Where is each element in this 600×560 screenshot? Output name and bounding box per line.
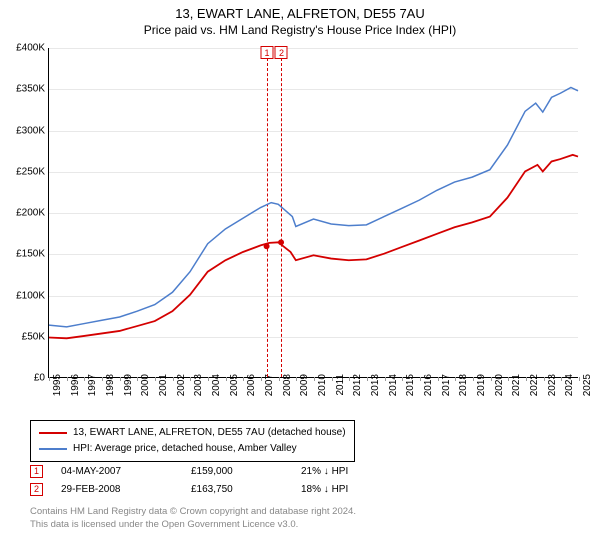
x-axis-label: 2013 [370,374,381,396]
x-axis-label: 2006 [246,374,257,396]
chart-title: 13, EWART LANE, ALFRETON, DE55 7AU [0,0,600,23]
x-axis-label: 2005 [229,374,240,396]
y-axis-label: £250K [5,166,45,177]
x-axis-label: 2011 [335,374,346,396]
x-axis-label: 2019 [476,374,487,396]
y-axis-label: £300K [5,125,45,136]
x-axis-label: 1999 [123,374,134,396]
x-axis-label: 2000 [140,374,151,396]
legend-label: 13, EWART LANE, ALFRETON, DE55 7AU (deta… [73,425,346,441]
y-axis-label: £350K [5,84,45,95]
x-axis-label: 2017 [441,374,452,396]
sale-price: £159,000 [191,466,301,477]
y-axis-label: £400K [5,43,45,54]
y-axis-label: £50K [5,331,45,342]
y-axis-label: £0 [5,373,45,384]
sale-marker-icon: 1 [30,465,43,478]
y-axis-label: £200K [5,208,45,219]
x-axis-label: 2021 [511,374,522,396]
sale-row: 1 04-MAY-2007£159,00021% ↓ HPI [30,462,401,480]
sale-point-dot [278,239,284,245]
x-axis-label: 2018 [458,374,469,396]
x-axis-label: 1996 [70,374,81,396]
x-axis-label: 2025 [582,374,593,396]
x-axis-label: 2023 [547,374,558,396]
legend-item: HPI: Average price, detached house, Ambe… [39,441,346,457]
x-axis-label: 2008 [282,374,293,396]
sale-hpi-diff: 18% ↓ HPI [301,484,401,495]
x-axis-label: 2007 [264,374,275,396]
x-axis-label: 1995 [52,374,63,396]
x-axis-label: 2024 [564,374,575,396]
x-axis-label: 1998 [105,374,116,396]
x-axis-label: 2014 [388,374,399,396]
chart-plot-area: £0£50K£100K£150K£200K£250K£300K£350K£400… [48,48,578,378]
sale-marker-icon: 2 [30,483,43,496]
legend-item: 13, EWART LANE, ALFRETON, DE55 7AU (deta… [39,425,346,441]
x-axis-label: 2016 [423,374,434,396]
footer-license: This data is licensed under the Open Gov… [30,519,356,532]
sale-date: 04-MAY-2007 [61,466,191,477]
chart-footer: Contains HM Land Registry data © Crown c… [30,506,356,532]
chart-legend: 13, EWART LANE, ALFRETON, DE55 7AU (deta… [30,420,355,462]
x-axis-label: 2010 [317,374,328,396]
y-axis-label: £100K [5,290,45,301]
sale-price: £163,750 [191,484,301,495]
sale-hpi-diff: 21% ↓ HPI [301,466,401,477]
x-axis-label: 2009 [299,374,310,396]
sale-date: 29-FEB-2008 [61,484,191,495]
sales-table: 1 04-MAY-2007£159,00021% ↓ HPI 2 29-FEB-200… [30,462,401,498]
legend-swatch [39,432,67,434]
y-axis-label: £150K [5,249,45,260]
sale-point-dot [264,243,270,249]
chart-subtitle: Price paid vs. HM Land Registry's House … [0,23,600,41]
chart-series-line [49,155,578,338]
x-axis-label: 1997 [87,374,98,396]
x-axis-label: 2022 [529,374,540,396]
x-axis-label: 2015 [405,374,416,396]
x-axis-label: 2020 [494,374,505,396]
x-axis-label: 2002 [176,374,187,396]
x-axis-label: 2012 [352,374,363,396]
sale-row: 2 29-FEB-2008£163,75018% ↓ HPI [30,480,401,498]
footer-copyright: Contains HM Land Registry data © Crown c… [30,506,356,519]
legend-label: HPI: Average price, detached house, Ambe… [73,441,297,457]
x-axis-label: 2003 [193,374,204,396]
x-axis-label: 2001 [158,374,169,396]
legend-swatch [39,448,67,450]
x-axis-label: 2004 [211,374,222,396]
